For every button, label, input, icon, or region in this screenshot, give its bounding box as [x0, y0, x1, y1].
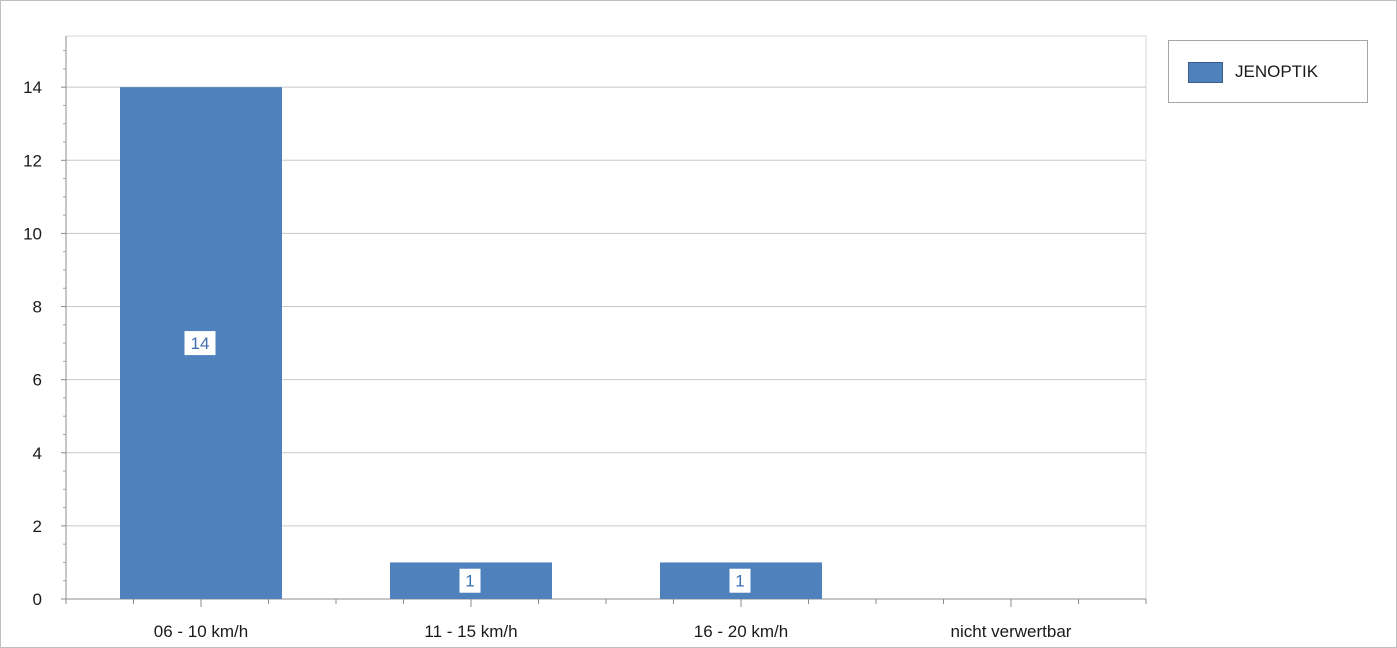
bars [120, 87, 822, 599]
x-tick-label: 11 - 15 km/h [424, 622, 517, 641]
data-label-box [728, 567, 752, 594]
y-tick-label: 14 [23, 78, 42, 97]
tick-labels: 0 2 4 6 8 10 12 14 06 - 10 km/h 11 - 15 km/h 16 - … [23, 78, 1072, 641]
y-tick-label: 10 [23, 224, 42, 243]
data-label: 1 [465, 572, 474, 591]
legend: JENOPTIK [1168, 40, 1368, 103]
data-label: 14 [191, 334, 210, 353]
x-tick-label: 06 - 10 km/h [154, 622, 249, 641]
y-tick-label: 2 [33, 517, 42, 536]
data-label-box [183, 330, 217, 357]
data-labels: 14 1 1 [183, 330, 752, 594]
x-tick-label: 16 - 20 km/h [694, 622, 789, 641]
legend-swatch [1188, 62, 1223, 83]
y-tick-label: 4 [33, 444, 42, 463]
data-label-box [458, 567, 482, 594]
x-tick-label: nicht verwertbar [951, 622, 1072, 641]
y-tick-label: 12 [23, 151, 42, 170]
y-tick-label: 0 [33, 590, 42, 609]
y-tick-label: 8 [33, 298, 42, 317]
legend-label: JENOPTIK [1235, 62, 1319, 81]
y-tick-label: 6 [33, 371, 42, 390]
data-label: 1 [735, 572, 744, 591]
